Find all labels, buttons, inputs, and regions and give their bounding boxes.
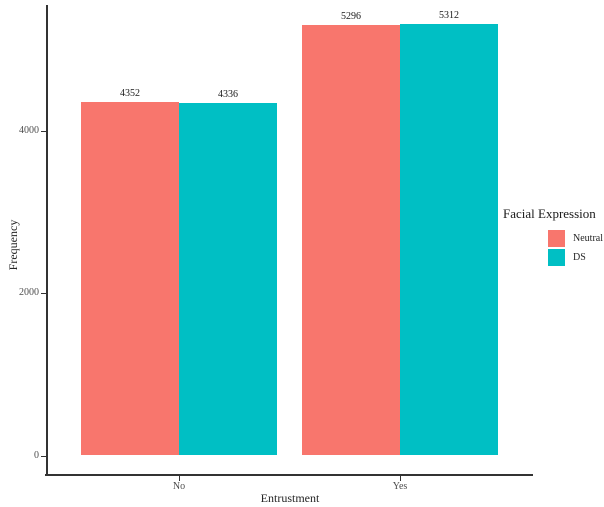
bar-no-neutral [81, 101, 179, 456]
y-tick [41, 130, 46, 132]
y-axis-title: Frequency [6, 219, 20, 271]
x-tick-label: No [172, 481, 186, 492]
bar-yes-ds [400, 23, 498, 456]
legend-item-ds: DS [548, 249, 603, 266]
x-tick [179, 475, 180, 481]
legend-items: Neutral DS [503, 230, 603, 266]
bar-value-label: 5312 [439, 9, 459, 21]
legend-swatch-icon [548, 249, 565, 266]
legend: Facial Expression Neutral DS [503, 206, 603, 268]
bar-value-label: 5296 [341, 11, 361, 23]
x-tick [400, 475, 401, 481]
bar-value-label: 4352 [120, 87, 140, 99]
y-tick-label: 2000 [19, 287, 39, 298]
bar-yes-neutral [302, 25, 400, 456]
legend-item-label: DS [573, 252, 586, 263]
x-tick-label: Yes [392, 481, 408, 492]
bar-value-label: 4336 [218, 89, 238, 101]
x-axis-line [45, 474, 533, 476]
y-tick-label: 4000 [19, 124, 39, 136]
legend-swatch-icon [548, 230, 565, 247]
y-tick-label: 0 [34, 449, 39, 461]
legend-item-label: Neutral [573, 233, 603, 244]
y-axis-line [46, 5, 48, 476]
legend-title: Facial Expression [503, 206, 596, 221]
y-tick [41, 455, 46, 457]
legend-item-neutral: Neutral [548, 230, 603, 247]
y-tick [41, 293, 46, 294]
x-axis-title: Entrustment [260, 491, 320, 505]
bar-no-ds [179, 103, 277, 456]
